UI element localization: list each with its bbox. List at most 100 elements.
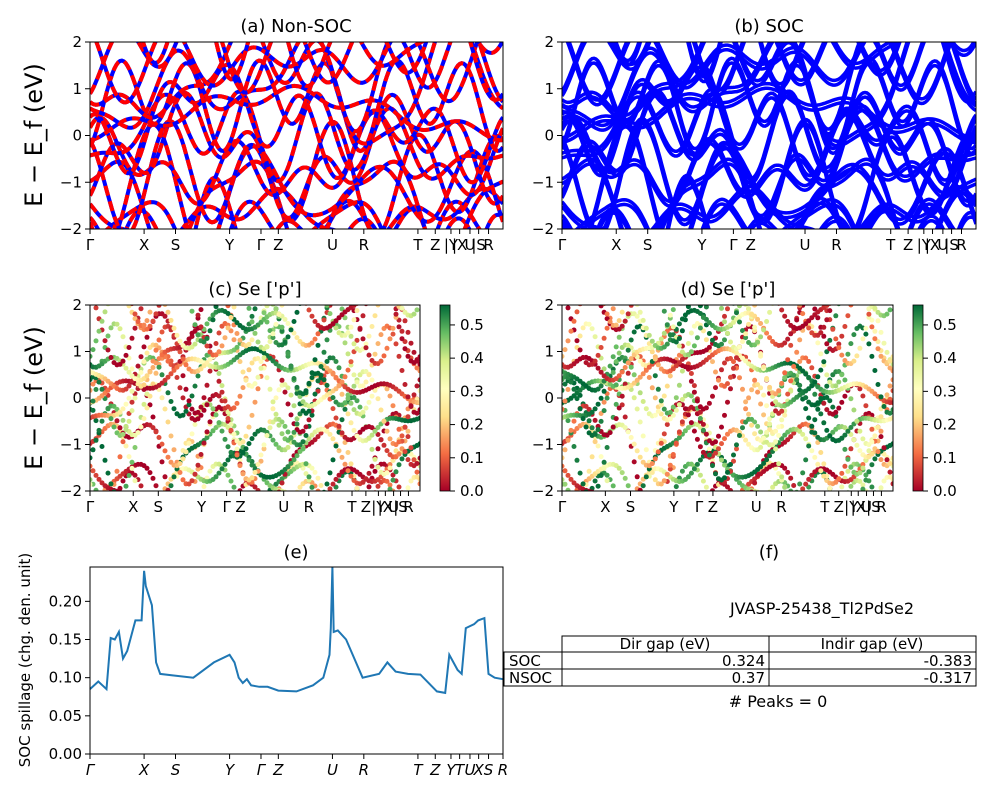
projected-point: [396, 426, 402, 432]
projected-point: [788, 331, 794, 337]
y-tick-label: −1: [532, 173, 554, 191]
projected-point: [815, 400, 821, 406]
band-lines: [562, 42, 976, 229]
projected-point: [246, 457, 252, 463]
projected-point: [655, 386, 661, 392]
projected-point: [381, 353, 387, 359]
projected-point: [285, 464, 291, 470]
projected-point: [105, 347, 111, 353]
projected-point: [697, 305, 703, 309]
projected-point: [252, 469, 258, 475]
projected-point: [713, 385, 718, 391]
x-tick-label: Z: [834, 498, 844, 516]
projected-point: [773, 439, 779, 445]
projected-point: [246, 441, 252, 447]
projected-point: [679, 419, 685, 425]
x-tick-label: R: [359, 236, 369, 254]
projected-point: [314, 490, 316, 491]
projected-point: [324, 337, 330, 343]
projected-point: [860, 465, 866, 471]
x-tick-label: R: [776, 498, 786, 516]
projected-point: [614, 298, 619, 303]
projected-point: [390, 458, 396, 463]
projected-point: [309, 340, 315, 346]
projected-point: [417, 455, 420, 461]
projected-point: [324, 382, 330, 388]
projected-point: [213, 412, 219, 418]
projected-point: [676, 429, 682, 435]
projected-point: [758, 401, 764, 407]
projected-point: [824, 395, 830, 400]
projected-point: [243, 433, 249, 439]
projected-point: [276, 489, 282, 491]
projected-point: [731, 359, 736, 365]
projected-point: [752, 324, 758, 330]
projected-point: [96, 328, 102, 334]
projected-point: [743, 406, 749, 412]
projected-point: [348, 333, 354, 339]
projected-point: [562, 406, 565, 412]
projected-point: [300, 428, 306, 434]
y-tick-label: 0: [72, 389, 82, 407]
projected-point: [836, 345, 842, 351]
projected-point: [770, 484, 776, 490]
projected-point: [782, 484, 788, 490]
projected-point: [336, 423, 342, 429]
projected-point: [565, 418, 571, 424]
x-tick-label: U: [800, 236, 811, 254]
projected-point: [577, 305, 583, 307]
projected-point: [202, 299, 207, 304]
projected-point: [598, 369, 604, 375]
projected-point: [408, 404, 414, 409]
projected-point: [336, 383, 342, 389]
projected-point: [231, 405, 237, 411]
projected-point: [270, 331, 276, 337]
projected-point: [108, 355, 114, 360]
projected-point: [180, 356, 186, 362]
projected-point: [755, 423, 761, 429]
soc-band-line: [562, 108, 976, 204]
projected-point: [824, 407, 830, 413]
x-tick-label: Γ: [257, 236, 266, 254]
projected-point: [839, 333, 845, 339]
projected-point: [171, 325, 177, 331]
projected-point: [157, 492, 162, 497]
projected-point: [848, 464, 854, 470]
y-tick-label: 1: [544, 80, 554, 98]
projected-point: [171, 406, 177, 412]
projected-point: [168, 433, 174, 439]
projected-point: [153, 347, 159, 353]
projected-point: [752, 480, 758, 486]
projected-point: [210, 317, 216, 323]
x-tick-label: Z: [430, 236, 440, 254]
projected-point: [192, 341, 198, 347]
projected-point: [294, 335, 300, 341]
projected-point: [249, 313, 255, 319]
projected-point: [345, 450, 351, 455]
projected-point: [234, 452, 240, 458]
soc-band-line: [574, 197, 956, 229]
projected-point: [728, 339, 733, 345]
projected-point: [90, 477, 93, 483]
projected-point: [842, 324, 848, 329]
x-tick-label: |Y: [371, 498, 386, 516]
projected-point: [586, 418, 592, 424]
projected-point: [195, 409, 201, 415]
projected-point: [375, 341, 381, 347]
projected-point: [619, 323, 625, 329]
x-tick-label: Γ: [222, 498, 231, 516]
projected-point: [225, 444, 231, 450]
projected-point: [857, 470, 863, 476]
projected-point: [625, 429, 631, 435]
colorbar-tick-label: 0.3: [933, 382, 957, 400]
projected-point: [875, 382, 881, 387]
projected-point: [90, 347, 96, 353]
projected-point: [797, 382, 803, 388]
projected-point: [345, 411, 351, 417]
projected-point: [351, 407, 357, 413]
projected-point: [255, 488, 261, 491]
projected-point: [676, 382, 682, 388]
colorbar-tick-label: 0.2: [460, 416, 484, 434]
projected-point: [348, 400, 354, 406]
projected-point: [824, 317, 830, 323]
